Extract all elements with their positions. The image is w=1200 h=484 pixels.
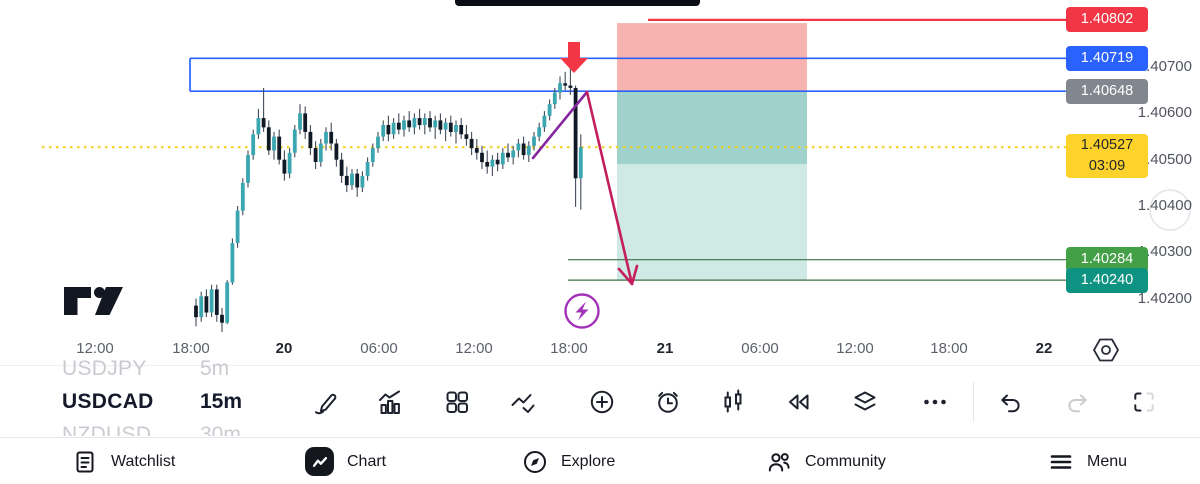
price-gridline-label: 1.40500 — [1137, 151, 1192, 168]
symbol-name: NZDUSD — [62, 423, 152, 436]
nav-label: Watchlist — [111, 452, 176, 470]
layers-icon[interactable] — [851, 388, 879, 416]
symbol-name: USDJPY — [62, 357, 147, 380]
time-axis-label: 20 — [275, 340, 293, 357]
nav-label: Menu — [1087, 452, 1128, 470]
symbol-interval: 30m — [200, 423, 241, 436]
time-axis-label: 12:00 — [455, 340, 493, 357]
price-badge-column: 1.40802 1.40719 1.40648 1.40527 03:09 1.40284… — [1066, 0, 1148, 372]
time-axis-label: 18:00 — [930, 340, 968, 357]
price-badge: 1.40527 03:09 — [1066, 134, 1148, 178]
floating-handle[interactable] — [1149, 189, 1191, 231]
nav-community[interactable]: Community — [766, 438, 886, 484]
symbol-row-nzdusd[interactable]: NZDUSD 30m — [62, 422, 292, 436]
camera-notch — [455, 0, 700, 6]
time-axis-label: 06:00 — [741, 340, 779, 357]
price-gridline-label: 1.40700 — [1137, 58, 1192, 75]
target-zone-near[interactable] — [617, 91, 807, 165]
chart-icon — [305, 447, 334, 476]
patterns-icon[interactable] — [509, 388, 537, 416]
bar-countdown: 03:09 — [1088, 158, 1126, 174]
time-axis-label: 12:00 — [76, 340, 114, 357]
axis-settings-icon[interactable] — [1093, 338, 1119, 362]
symbol-interval: 5m — [200, 357, 230, 380]
time-axis-label: 21 — [656, 340, 674, 357]
time-axis-label: 06:00 — [360, 340, 398, 357]
trend-arrowhead — [617, 264, 639, 286]
symbol-picker: USDJPY 5m USDCAD 15m NZDUSD 30m — [62, 356, 292, 436]
price-badge: 1.40802 — [1066, 7, 1148, 32]
supply-rectangle[interactable] — [189, 57, 1080, 93]
redo-icon[interactable] — [1064, 388, 1092, 416]
nav-label: Community — [805, 452, 886, 470]
draw-icon[interactable] — [311, 388, 339, 416]
price-gridline-label: 1.40300 — [1137, 243, 1192, 260]
bottom-nav: Watchlist Chart Explore Com — [0, 437, 1200, 484]
time-axis-label: 22 — [1035, 340, 1053, 357]
chart-canvas[interactable] — [0, 0, 1200, 377]
divider — [0, 365, 1200, 366]
grid-layout-icon[interactable] — [443, 388, 471, 416]
toolbar-divider — [973, 382, 974, 422]
time-axis-label: 18:00 — [172, 340, 210, 357]
symbol-row-usdcad[interactable]: USDCAD 15m — [62, 389, 292, 415]
more-dots-icon[interactable] — [921, 388, 949, 416]
price-badge: 1.40284 — [1066, 247, 1148, 272]
price-badge: 1.40719 — [1066, 46, 1148, 71]
explore-icon — [524, 450, 546, 473]
watchlist-icon — [76, 451, 94, 472]
sell-arrow-marker[interactable] — [560, 42, 588, 73]
fullscreen-icon[interactable] — [1130, 388, 1158, 416]
symbol-interval: 15m — [200, 390, 243, 413]
nav-menu[interactable]: Menu — [1048, 438, 1127, 484]
badge-price: 1.40527 — [1080, 137, 1134, 153]
tradingview-logo — [64, 287, 123, 315]
price-gridline-label: 1.40400 — [1137, 197, 1192, 214]
nav-chart[interactable]: Chart — [305, 438, 386, 484]
candles-style-icon[interactable] — [719, 388, 747, 416]
nav-explore[interactable]: Explore — [522, 438, 615, 484]
trend-down[interactable] — [585, 90, 634, 286]
indicators-icon[interactable] — [376, 388, 404, 416]
nav-label: Explore — [561, 452, 616, 470]
menu-icon — [1050, 454, 1072, 469]
time-axis-label: 18:00 — [550, 340, 588, 357]
symbol-name: USDCAD — [62, 390, 154, 413]
target-zone-far[interactable] — [617, 164, 807, 281]
symbol-row-usdjpy[interactable]: USDJPY 5m — [62, 356, 292, 382]
time-axis-label: 12:00 — [836, 340, 874, 357]
nav-label: Chart — [347, 452, 387, 470]
add-icon[interactable] — [588, 388, 616, 416]
price-gridline-label: 1.40600 — [1137, 104, 1192, 121]
price-gridline-label: 1.40200 — [1137, 290, 1192, 307]
trend-up[interactable] — [531, 90, 589, 160]
alert-clock-icon[interactable] — [654, 388, 682, 416]
replay-icon[interactable] — [784, 388, 812, 416]
price-badge: 1.40648 — [1066, 79, 1148, 104]
quick-action-lightning-icon[interactable] — [564, 293, 600, 329]
community-icon — [768, 452, 790, 471]
stop-zone[interactable] — [617, 23, 807, 92]
undo-icon[interactable] — [996, 388, 1024, 416]
nav-watchlist[interactable]: Watchlist — [72, 438, 175, 484]
price-badge: 1.40240 — [1066, 268, 1148, 293]
